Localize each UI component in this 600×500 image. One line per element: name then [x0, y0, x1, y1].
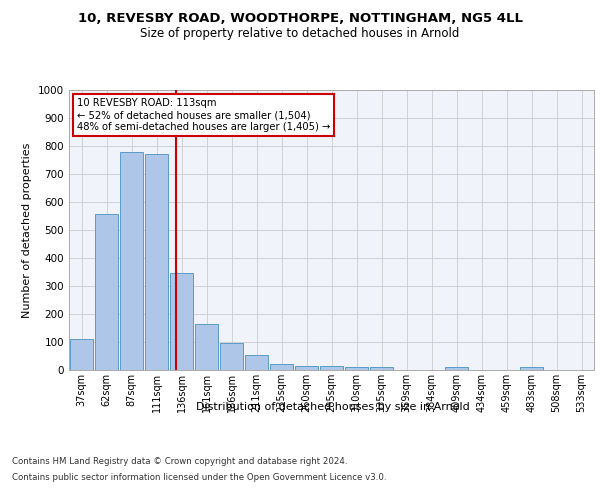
- Bar: [95, 214, 118, 370]
- Bar: [70, 338, 94, 370]
- Text: 10 REVESBY ROAD: 113sqm
← 52% of detached houses are smaller (1,504)
48% of semi: 10 REVESBY ROAD: 113sqm ← 52% of detache…: [77, 98, 330, 132]
- Bar: [220, 342, 244, 370]
- Text: Contains public sector information licensed under the Open Government Licence v3: Contains public sector information licen…: [12, 472, 386, 482]
- Bar: [119, 152, 143, 370]
- Y-axis label: Number of detached properties: Number of detached properties: [22, 142, 32, 318]
- Bar: [295, 366, 319, 370]
- Bar: [320, 366, 343, 370]
- Bar: [145, 154, 169, 370]
- Text: Contains HM Land Registry data © Crown copyright and database right 2024.: Contains HM Land Registry data © Crown c…: [12, 458, 347, 466]
- Text: Size of property relative to detached houses in Arnold: Size of property relative to detached ho…: [140, 28, 460, 40]
- Bar: [170, 274, 193, 370]
- Bar: [194, 324, 218, 370]
- Bar: [370, 367, 394, 370]
- Text: 10, REVESBY ROAD, WOODTHORPE, NOTTINGHAM, NG5 4LL: 10, REVESBY ROAD, WOODTHORPE, NOTTINGHAM…: [77, 12, 523, 26]
- Bar: [445, 367, 469, 370]
- Bar: [344, 367, 368, 370]
- Bar: [520, 367, 544, 370]
- Bar: [245, 354, 268, 370]
- Bar: [269, 364, 293, 370]
- Text: Distribution of detached houses by size in Arnold: Distribution of detached houses by size …: [196, 402, 470, 412]
